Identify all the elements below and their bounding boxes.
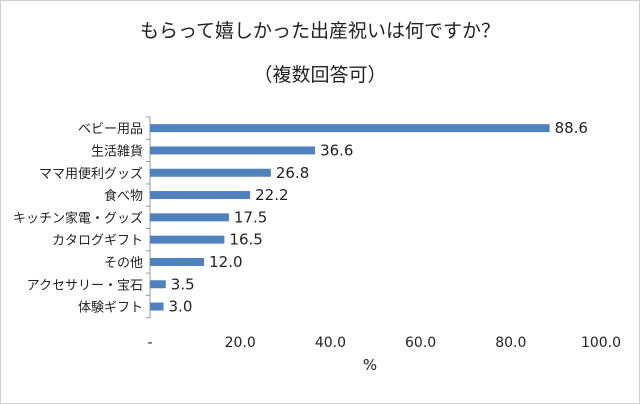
bar — [150, 124, 550, 133]
data-label: 26.8 — [276, 164, 309, 182]
category-label: その他 — [104, 256, 143, 271]
bar — [150, 235, 225, 244]
category-label: カタログギフト — [52, 234, 143, 249]
x-tick-label: 40.0 — [315, 335, 346, 351]
x-axis-label: % — [362, 356, 378, 374]
category-label: 食べ物 — [104, 188, 143, 204]
x-tick-label: 100.0 — [581, 335, 621, 351]
data-label: 16.5 — [229, 231, 262, 249]
x-tick-label: - — [147, 335, 152, 351]
bar — [150, 302, 164, 311]
bar — [150, 280, 166, 289]
chart-title: もらって嬉しかった出産祝いは何ですか？ — [139, 20, 501, 42]
bar — [150, 213, 229, 222]
chart-subtitle: （複数回答可） — [253, 64, 387, 86]
data-label: 17.5 — [234, 208, 267, 226]
data-label: 12.0 — [209, 253, 242, 271]
x-tick-label: 80.0 — [495, 335, 526, 351]
bar — [150, 257, 205, 266]
category-label: ママ用便利グッズ — [39, 166, 143, 182]
category-label: ベビー用品 — [78, 122, 143, 137]
data-label: 3.5 — [171, 275, 195, 293]
data-label: 88.6 — [555, 119, 588, 137]
bar — [150, 168, 271, 177]
category-label: 体験ギフト — [78, 301, 143, 316]
data-label: 3.0 — [169, 298, 193, 316]
category-label: アクセサリー・宝石 — [27, 278, 143, 293]
data-label: 22.2 — [255, 186, 288, 204]
category-label: キッチン家電・グッズ — [13, 210, 143, 226]
x-tick-label: 60.0 — [405, 335, 436, 351]
bar — [150, 146, 316, 155]
data-label: 36.6 — [320, 141, 353, 159]
x-tick-label: 20.0 — [225, 335, 256, 351]
bar — [150, 191, 251, 200]
category-label: 生活雑貨 — [91, 143, 143, 159]
